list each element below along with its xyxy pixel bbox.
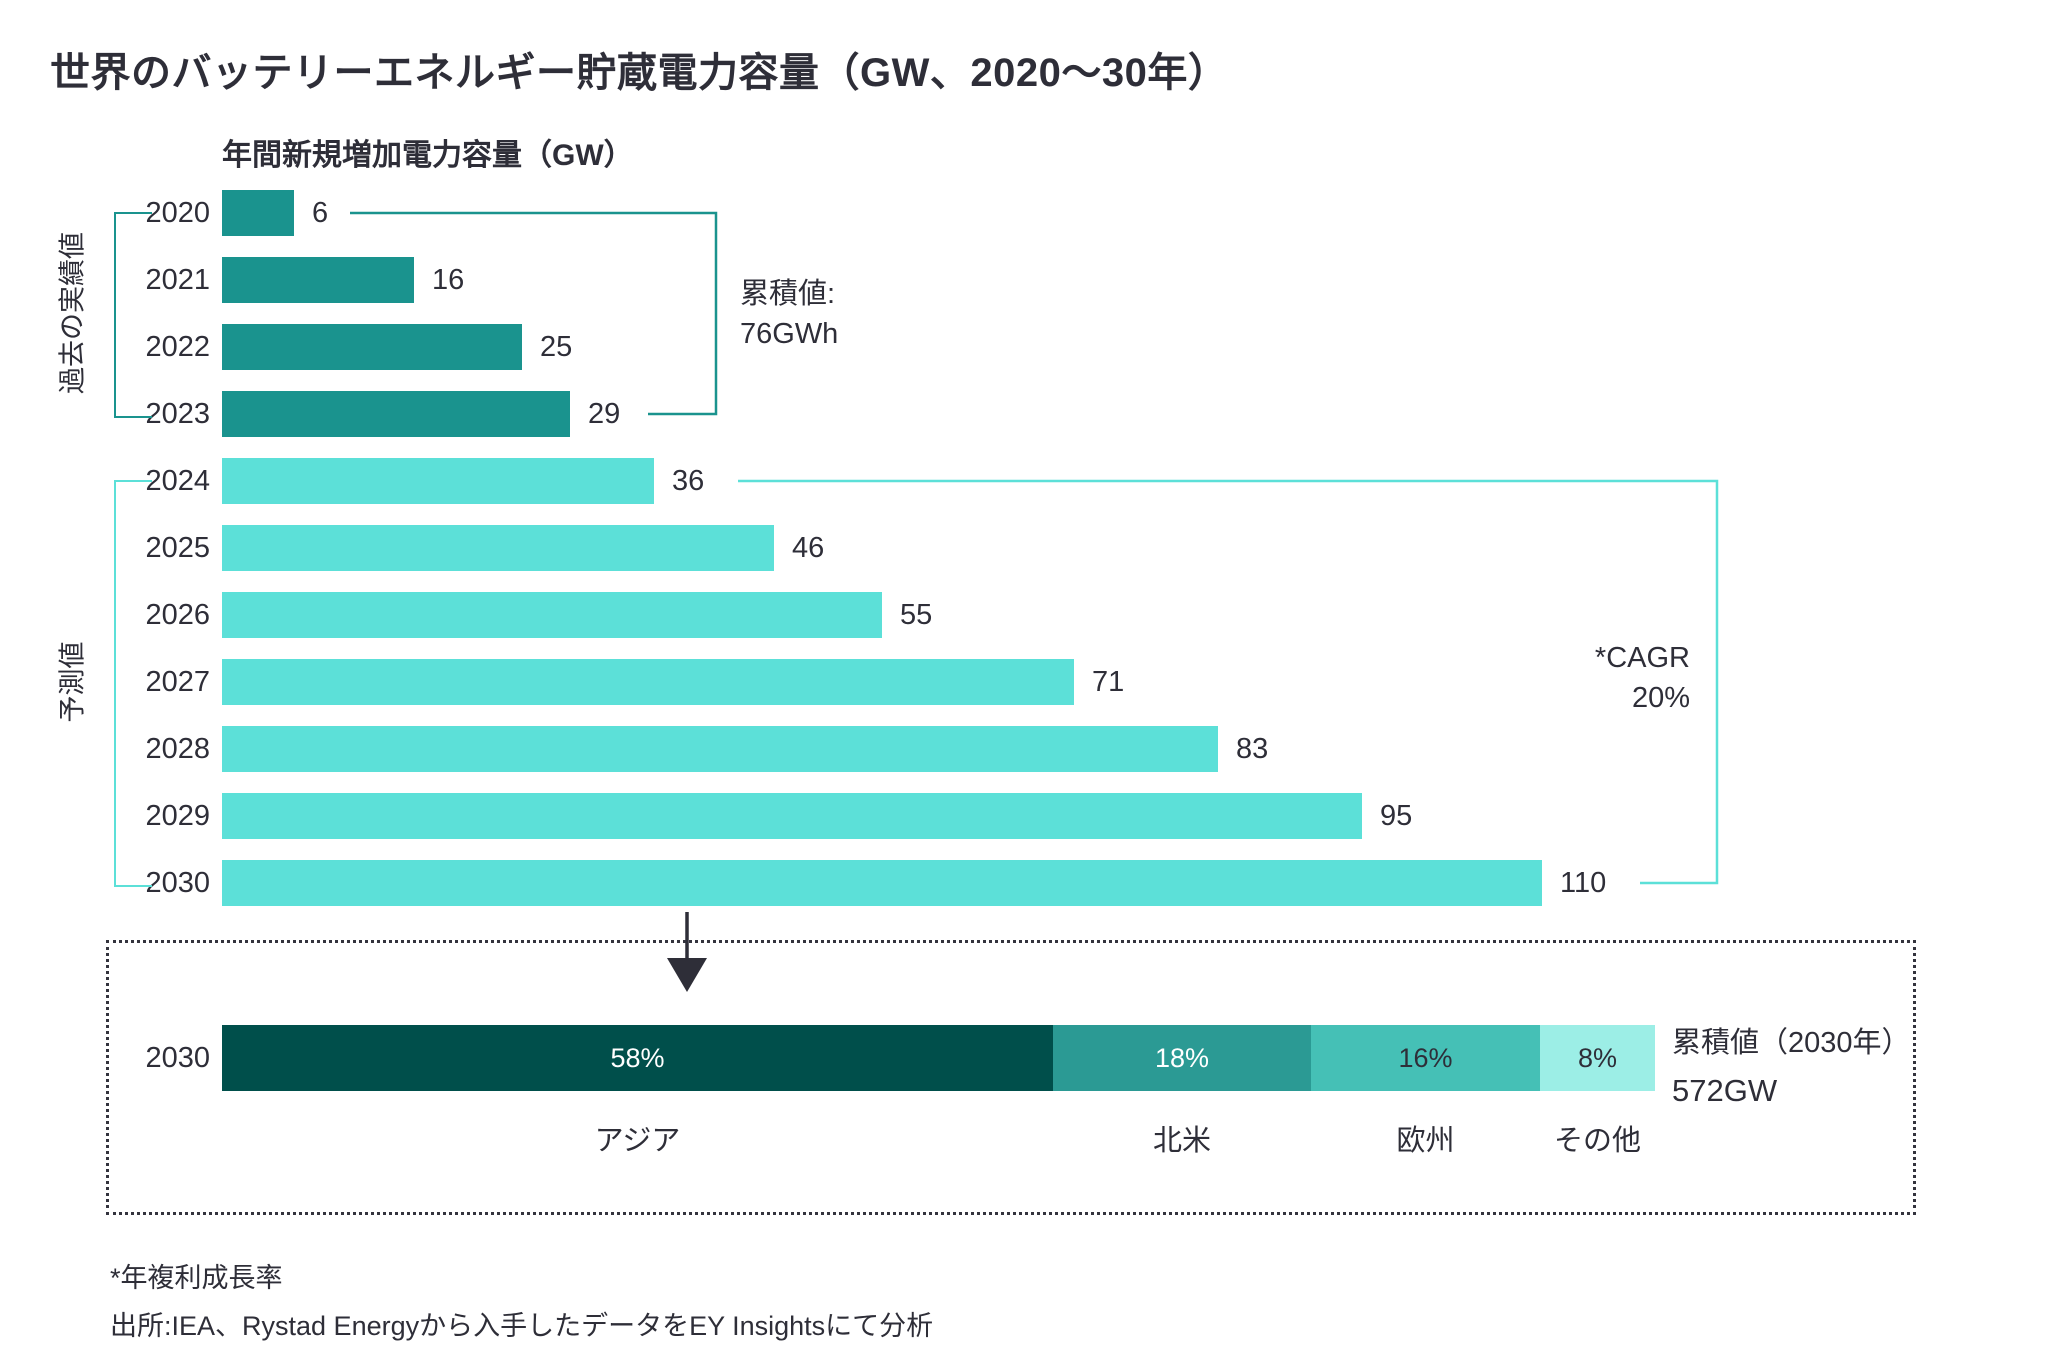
segment-region-label: 北米: [1152, 1125, 1212, 1157]
breakdown-segment: 58%: [222, 1025, 1053, 1091]
value-label: 55: [900, 598, 933, 631]
segment-pct-label: 16%: [1398, 1042, 1453, 1073]
page-title: 世界のバッテリーエネルギー貯蔵電力容量（GW、2020～30年）: [50, 51, 1229, 95]
year-label: 2020: [145, 196, 210, 229]
year-label: 2027: [145, 665, 210, 698]
breakdown-year-label: 2030: [145, 1041, 210, 1074]
cumulative-bracket-line: [350, 211, 718, 416]
breakdown-segment: 8%: [1540, 1025, 1655, 1091]
value-bar: [222, 659, 1074, 705]
historical-group-label: 過去の実績値: [57, 232, 88, 394]
year-label: 2025: [145, 531, 210, 564]
year-label: 2029: [145, 799, 210, 832]
breakdown-stacked-bar: 58% 18% 16% 8%: [222, 1025, 1655, 1091]
bar-row: 2028 83: [0, 726, 1268, 772]
value-label: 83: [1236, 732, 1269, 765]
breakdown-totals: 累積値（2030年） 572GW: [1672, 1020, 1911, 1114]
breakdown-total-label: 累積値（2030年）: [1672, 1027, 1911, 1059]
value-bar: [222, 257, 414, 303]
value-bar: [222, 324, 522, 370]
value-label: 29: [588, 397, 621, 430]
bar-row: 2020 6: [0, 190, 328, 236]
value-bar: [222, 525, 774, 571]
forecast-bracket: [114, 480, 152, 887]
segment-region-label: その他: [1553, 1125, 1642, 1157]
breakdown-box: [106, 940, 1916, 1215]
historical-bracket: [114, 212, 152, 418]
segment-region-label: 欧州: [1396, 1125, 1455, 1157]
cagr-annotation-value: 20%: [1631, 682, 1690, 714]
year-label: 2024: [145, 464, 210, 497]
segment-pct-label: 8%: [1577, 1042, 1618, 1073]
breakdown-segment: 18%: [1053, 1025, 1311, 1091]
value-bar: [222, 391, 570, 437]
value-bar: [222, 458, 654, 504]
segment-pct-label: 18%: [1154, 1042, 1210, 1073]
value-label: 46: [792, 531, 825, 564]
value-label: 110: [1560, 866, 1607, 899]
breakdown-region-labels: アジア 北米 欧州 その他: [222, 1117, 1655, 1157]
value-bar: [222, 592, 882, 638]
segment-region-label: アジア: [594, 1125, 681, 1157]
cagr-annotation-label: *CAGR: [1594, 642, 1690, 674]
footnote-cagr-definition: *年複利成長率: [110, 1263, 283, 1293]
cumulative-annotation-value: 76GWh: [740, 318, 839, 350]
bar-row: 2029 95: [0, 793, 1412, 839]
year-label: 2023: [145, 397, 210, 430]
cumulative-annotation-label: 累積値:: [740, 278, 836, 310]
footnote-source: 出所:IEA、Rystad Energyから入手したデータをEY Insight…: [110, 1311, 934, 1341]
year-label: 2021: [145, 263, 210, 296]
value-label: 6: [312, 196, 329, 229]
bar-row: 2023 29: [0, 391, 620, 437]
value-bar: [222, 726, 1218, 772]
breakdown-total-value: 572GW: [1672, 1073, 1778, 1108]
value-bar: [222, 860, 1542, 906]
value-bar: [222, 793, 1362, 839]
value-label: 25: [540, 330, 573, 363]
bar-row: 2027 71: [0, 659, 1124, 705]
value-label: 71: [1092, 665, 1125, 698]
segment-pct-label: 58%: [610, 1042, 665, 1073]
value-bar: [222, 190, 294, 236]
breakdown-segment: 16%: [1311, 1025, 1540, 1091]
year-label: 2028: [145, 732, 210, 765]
cagr-annotation: *CAGR 20%: [1500, 638, 1690, 718]
cumulative-annotation: 累積値: 76GWh: [740, 274, 838, 354]
year-label: 2022: [145, 330, 210, 363]
year-label: 2026: [145, 598, 210, 631]
forecast-group-label: 予測値: [57, 641, 88, 723]
bar-row: 2030 110: [0, 860, 1606, 906]
chart-subtitle: 年間新規増加電力容量（GW）: [222, 139, 634, 172]
value-label: 95: [1380, 799, 1413, 832]
value-label: 36: [672, 464, 705, 497]
year-label: 2030: [145, 866, 210, 899]
bar-row: 2024 36: [0, 458, 704, 504]
value-label: 16: [432, 263, 465, 296]
